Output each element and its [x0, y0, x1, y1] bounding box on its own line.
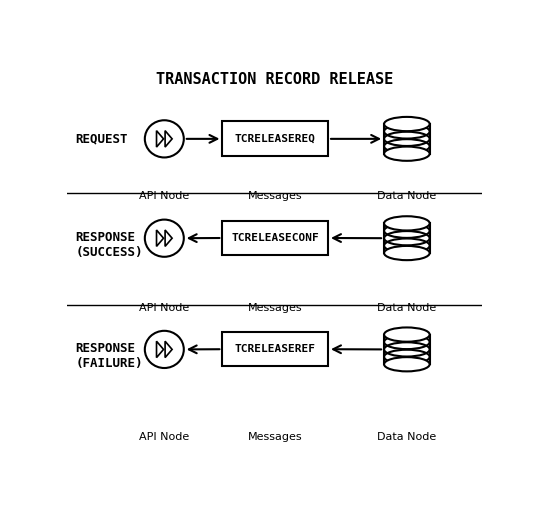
FancyBboxPatch shape: [223, 121, 328, 156]
Ellipse shape: [384, 246, 430, 260]
Text: TCRELEASECONF: TCRELEASECONF: [231, 233, 319, 243]
Text: API Node: API Node: [139, 432, 189, 442]
Text: TCRELEASEREQ: TCRELEASEREQ: [235, 134, 316, 143]
Text: Data Node: Data Node: [377, 303, 437, 313]
Text: RESPONSE
(SUCCESS): RESPONSE (SUCCESS): [75, 231, 143, 259]
Text: TCRELEASEREF: TCRELEASEREF: [235, 344, 316, 354]
Bar: [384, 124, 430, 154]
Text: RESPONSE
(FAILURE): RESPONSE (FAILURE): [75, 342, 143, 370]
FancyBboxPatch shape: [223, 221, 328, 255]
Text: API Node: API Node: [139, 303, 189, 313]
Ellipse shape: [384, 327, 430, 342]
Text: Data Node: Data Node: [377, 191, 437, 201]
Ellipse shape: [384, 216, 430, 230]
Ellipse shape: [384, 117, 430, 131]
Text: Messages: Messages: [248, 191, 303, 201]
FancyBboxPatch shape: [223, 332, 328, 366]
Ellipse shape: [384, 146, 430, 161]
Bar: [384, 224, 430, 253]
Text: Data Node: Data Node: [377, 432, 437, 442]
Text: API Node: API Node: [139, 191, 189, 201]
Text: REQUEST: REQUEST: [75, 133, 128, 145]
Text: Messages: Messages: [248, 303, 303, 313]
Bar: [384, 335, 430, 364]
Ellipse shape: [384, 357, 430, 372]
Text: TRANSACTION RECORD RELEASE: TRANSACTION RECORD RELEASE: [156, 72, 393, 87]
Text: Messages: Messages: [248, 432, 303, 442]
